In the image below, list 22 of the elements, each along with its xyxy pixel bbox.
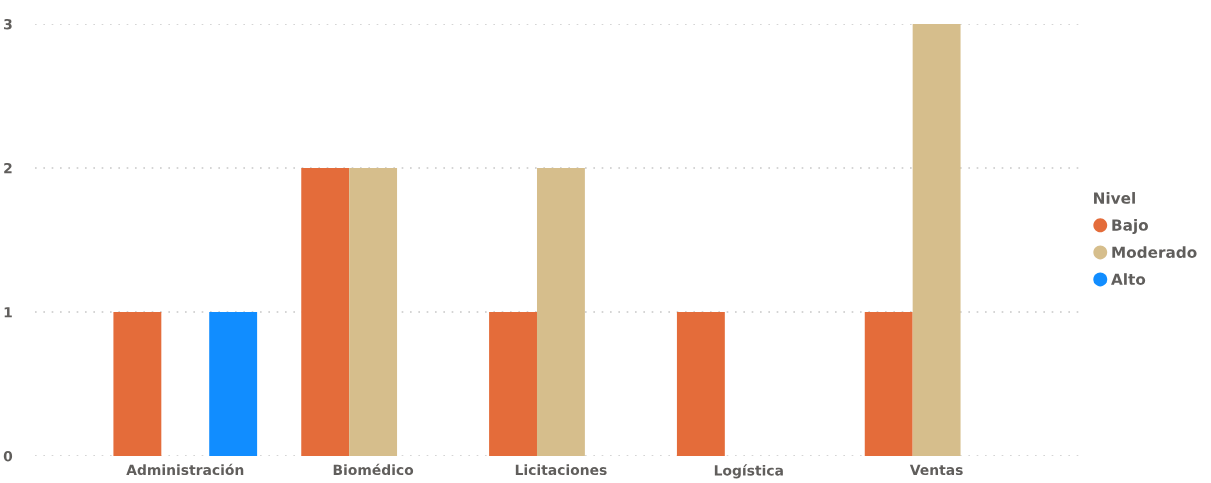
legend-label: Bajo [1112, 219, 1148, 234]
y-tick-label: 0 [3, 450, 13, 462]
legend-title: Nivel [1094, 192, 1135, 204]
bar [676, 312, 725, 456]
x-tick-label: Biomédico [333, 463, 414, 476]
x-tick-label: Licitaciones [515, 464, 607, 476]
x-tick-label: Administración [126, 463, 244, 476]
bar [209, 312, 258, 456]
bar [489, 312, 537, 456]
bar [349, 168, 398, 456]
x-tick-label: Ventas [909, 464, 963, 476]
legend-label: Moderado [1112, 246, 1197, 258]
bar [113, 312, 162, 456]
y-tick-label: 1 [4, 307, 12, 318]
bar [864, 312, 913, 456]
y-tick-label: 2 [4, 162, 12, 174]
legend-label: Alto [1111, 273, 1146, 285]
y-tick-label: 3 [4, 18, 12, 30]
bar [301, 168, 350, 456]
x-tick-label: Logística [714, 464, 783, 479]
bar [912, 24, 961, 456]
bar [536, 168, 585, 456]
